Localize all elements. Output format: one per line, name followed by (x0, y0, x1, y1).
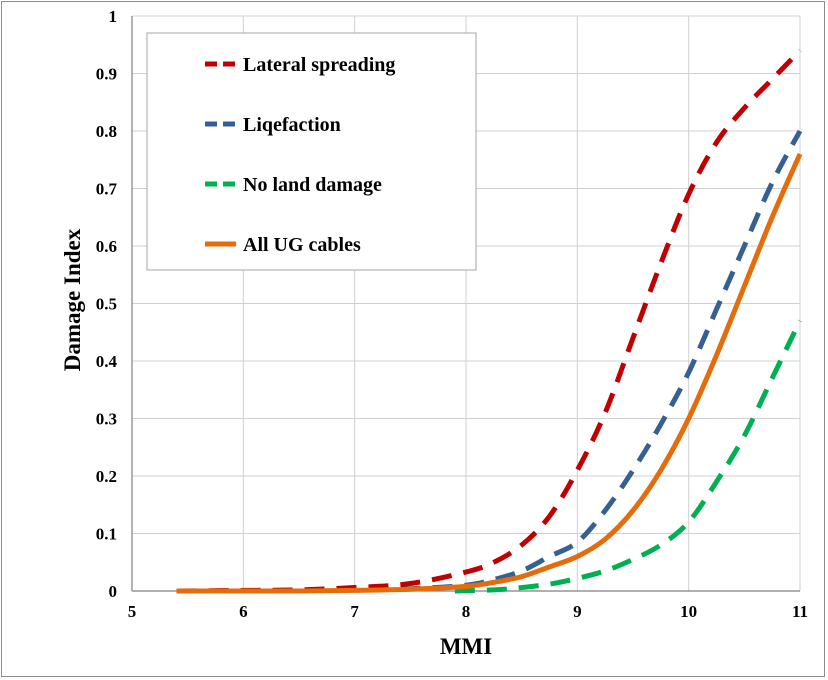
legend-label: All UG cables (243, 234, 361, 256)
y-tick-label: 1 (109, 7, 118, 26)
y-axis-ticks: 0 0.1 0.2 0.3 0.4 0.5 0.6 0.7 0.8 0.9 1 (96, 7, 118, 601)
series-line-lateral-spreading (176, 48, 802, 594)
x-tick-label: 10 (680, 602, 697, 621)
y-tick-label: 0.1 (96, 525, 117, 544)
legend-label: Liqefaction (243, 114, 341, 136)
y-tick-label: 0.8 (96, 122, 117, 141)
y-tick-label: 0.3 (96, 410, 117, 429)
y-tick-label: 0.4 (96, 352, 118, 371)
y-tick-label: 0.7 (96, 180, 118, 199)
x-tick-label: 11 (792, 602, 808, 621)
y-tick-label: 0.2 (96, 467, 117, 486)
series-layer (176, 48, 803, 594)
legend: Lateral spreading Liqefaction No land dama… (146, 32, 477, 271)
x-axis-title: MMI (440, 634, 492, 659)
x-tick-label: 5 (128, 602, 137, 621)
legend-label: Lateral spreading (243, 54, 395, 76)
y-tick-label: 0.9 (96, 65, 117, 84)
legend-box (146, 32, 477, 271)
x-tick-label: 7 (350, 602, 359, 621)
y-tick-label: 0.6 (96, 237, 117, 256)
y-tick-label: 0 (109, 582, 118, 601)
y-axis-title: Damage Index (60, 228, 85, 371)
x-tick-label: 6 (239, 602, 248, 621)
series-line-no-land-damage (454, 319, 803, 594)
x-axis-ticks: 5 6 7 8 9 10 11 (128, 602, 808, 621)
y-tick-label: 0.5 (96, 295, 117, 314)
series-line-all-ug-cables (176, 152, 803, 594)
x-tick-label: 8 (462, 602, 471, 621)
legend-label: No land damage (243, 174, 382, 196)
x-tick-label: 9 (573, 602, 582, 621)
